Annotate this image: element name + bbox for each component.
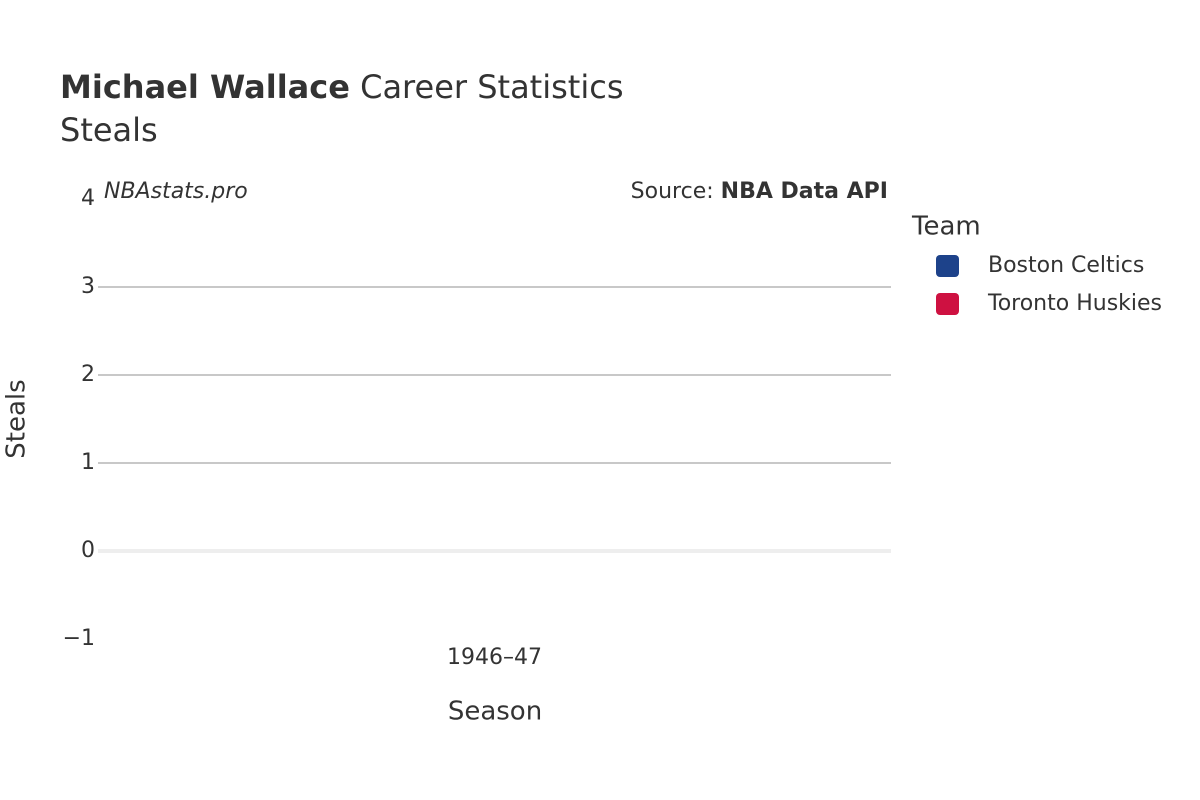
legend-title: Team (911, 212, 981, 242)
title-name: Michael Wallace (60, 68, 350, 106)
x-axis-label: Season (448, 697, 542, 727)
title-rest: Career Statistics (360, 68, 623, 106)
legend-swatch (936, 255, 959, 277)
watermark: NBAstats.pro (104, 179, 248, 204)
source-name: NBA Data API (721, 179, 888, 204)
y-tick-label: 0 (81, 538, 95, 563)
source: Source: NBA Data API (631, 179, 888, 204)
x-tick-label: 1946–47 (447, 645, 542, 670)
y-tick-label: 2 (81, 362, 95, 387)
legend-swatch (936, 293, 959, 315)
y-tick-label: 4 (81, 186, 95, 211)
y-tick-label: 1 (81, 450, 95, 475)
legend-label: Toronto Huskies (987, 291, 1162, 316)
source-label: Source: (631, 179, 714, 204)
chart-title: Michael Wallace Career Statistics (60, 68, 623, 106)
y-axis-label: Steals (2, 379, 32, 458)
y-tick-label: −1 (63, 626, 95, 651)
legend-label: Boston Celtics (988, 253, 1144, 278)
chart-subtitle: Steals (60, 111, 158, 149)
y-tick-label: 3 (81, 274, 95, 299)
